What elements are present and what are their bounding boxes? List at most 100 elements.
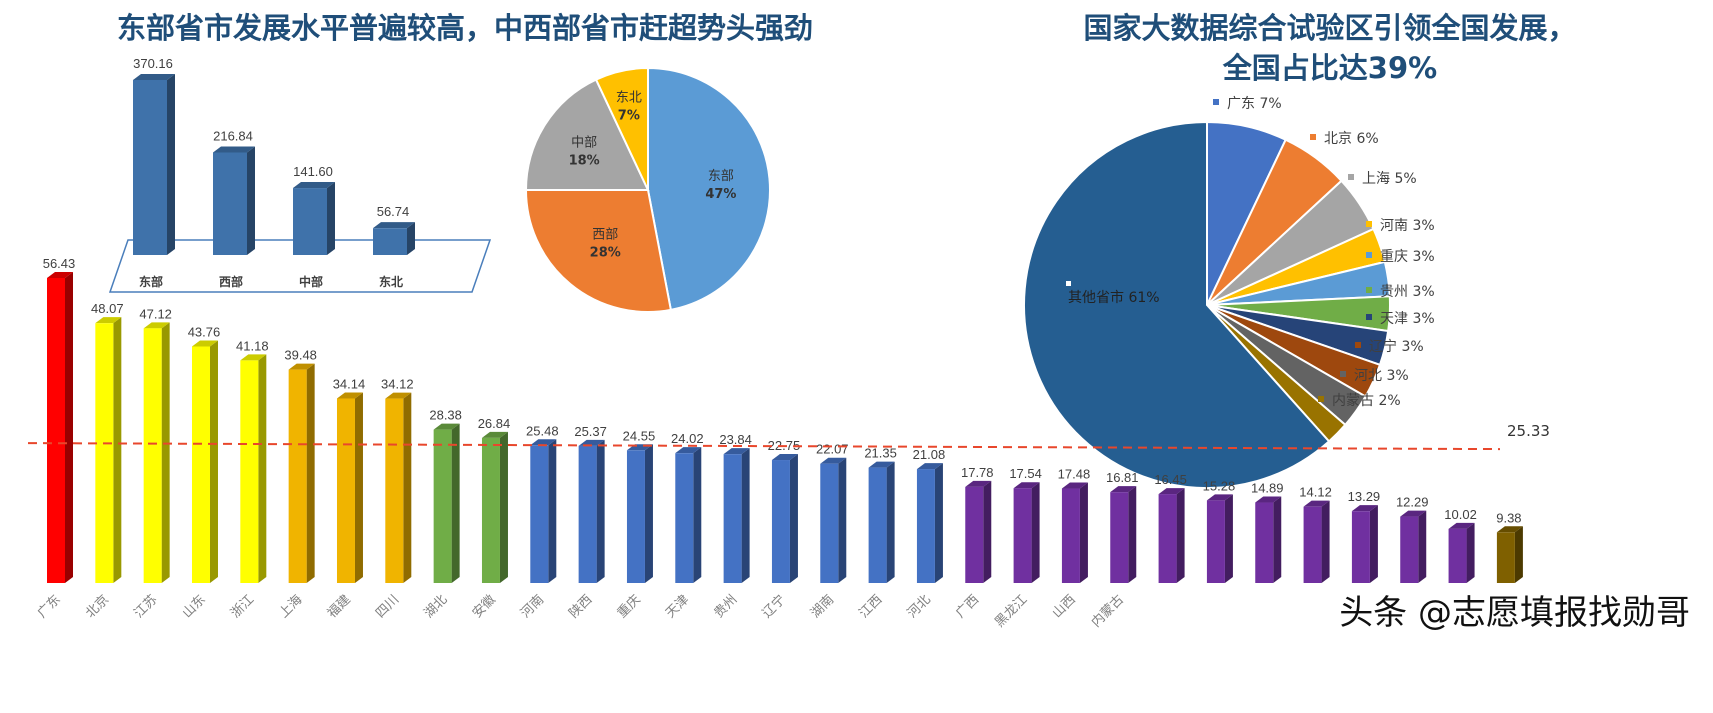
region-value-label: 141.60 [293,164,333,179]
province-category-label: 四川 [373,592,402,621]
province-bar [288,369,307,583]
province-value-label: 14.12 [1299,485,1332,500]
province-bar-top [481,431,508,438]
province-bar-side [1176,488,1185,583]
province-bar-side [1466,522,1475,583]
province-value-label: 22.07 [816,442,849,457]
region-pie-percent: 47% [705,187,736,202]
right-title-line1: 国家大数据综合试验区引领全国发展， [1083,11,1576,45]
province-bar [965,486,984,583]
province-bar-side [644,444,653,583]
province-bar-side [1369,505,1378,583]
legend-marker [1355,342,1361,348]
province-category-label: 山东 [180,592,209,621]
province-bar [240,360,259,583]
province-category-label: 江苏 [131,592,161,622]
province-bar-top [868,461,895,468]
province-category-label: 河北 [905,592,934,621]
province-bar-top [1351,505,1378,512]
province-value-label: 23.84 [719,432,752,447]
province-bar [1061,488,1080,583]
province-bar-top [1400,510,1427,517]
province-value-label: 21.35 [864,446,897,461]
province-bar-side [209,340,218,583]
province-bar-side [693,447,702,583]
province-bar-top [916,463,943,470]
bar-platform [108,239,492,293]
province-pie-label: 广东 7% [1227,96,1282,112]
region-bar-side [167,74,175,255]
province-bar-side [934,463,943,583]
province-bar-top [191,340,218,347]
province-pie-label: 北京 6% [1324,131,1379,147]
province-bar-side [499,431,508,583]
province-bar-top [1496,526,1523,533]
province-value-label: 28.38 [429,408,462,423]
left-title: 东部省市发展水平普遍较高，中西部省市赶超势头强劲 [117,11,813,45]
legend-marker [1340,371,1346,377]
province-pie-label: 内蒙古 2% [1332,393,1401,409]
province-category-label: 天津 [663,592,692,621]
watermark: 头条 @志愿填报找勋哥 [1339,593,1690,633]
province-bar-top [1013,482,1040,489]
province-bar [1013,488,1032,583]
province-bar-top [675,447,702,454]
legend-marker [1366,252,1372,258]
region-bar-top [133,74,175,80]
legend-marker [1310,134,1316,140]
province-bar-side [451,423,460,583]
province-category-label: 浙江 [228,592,257,621]
province-category-label: 黑龙江 [992,592,1030,630]
province-bar [530,445,549,583]
province-value-label: 24.02 [671,431,704,446]
region-pie-name: 西部 [592,228,618,243]
province-value-label: 12.29 [1396,495,1429,510]
province-category-label: 陕西 [566,592,595,621]
legend-marker [1366,287,1372,293]
right-title-line2: 全国占比达39% [1222,51,1437,85]
legend-marker [1366,314,1372,320]
region-category-label: 东部 [139,274,163,289]
region-bar [213,152,247,255]
province-bar-side [1079,482,1088,583]
province-bar [1400,516,1419,583]
province-value-label: 48.07 [91,301,124,316]
region-pie-slice [524,78,650,191]
legend-marker [1066,281,1071,286]
province-bar [820,463,839,583]
region-pie-percent: 18% [569,153,600,168]
region-value-label: 56.74 [377,204,410,219]
province-pie-label: 辽宁 3% [1369,338,1424,355]
province-bar [1255,502,1274,583]
province-value-label: 26.84 [478,416,511,431]
province-bar-top [47,272,73,278]
province-value-label: 14.89 [1251,481,1284,496]
province-value-label: 25.48 [526,423,559,438]
region-category-label: 西部 [219,274,243,289]
region-pie-percent: 28% [590,246,621,261]
province-category-label: 北京 [83,592,112,621]
province-pie-label: 上海 5% [1362,171,1417,187]
province-bar-top [385,392,412,399]
province-bar-top [1206,494,1233,501]
province-pie-label: 河北 3% [1354,368,1409,384]
province-bar [433,429,452,583]
province-value-label: 9.38 [1496,510,1521,525]
province-pie-label: 其他省市 61% [1068,289,1160,306]
province-bar-side [354,392,363,583]
province-bar-side [1273,496,1282,583]
province-bar-top [820,457,847,464]
province-bar [675,453,694,583]
region-pie-percent: 7% [618,108,640,123]
province-category-label: 湖南 [807,592,837,622]
province-bar [578,445,597,583]
province-bar-side [1514,526,1523,583]
province-bar-side [113,317,122,583]
region-pie-name: 东北 [616,90,642,105]
province-bar [47,278,65,583]
province-bar-top [336,392,363,399]
province-value-label: 17.54 [1009,466,1042,481]
province-bar-side [306,363,315,583]
province-value-label: 34.12 [381,377,414,392]
